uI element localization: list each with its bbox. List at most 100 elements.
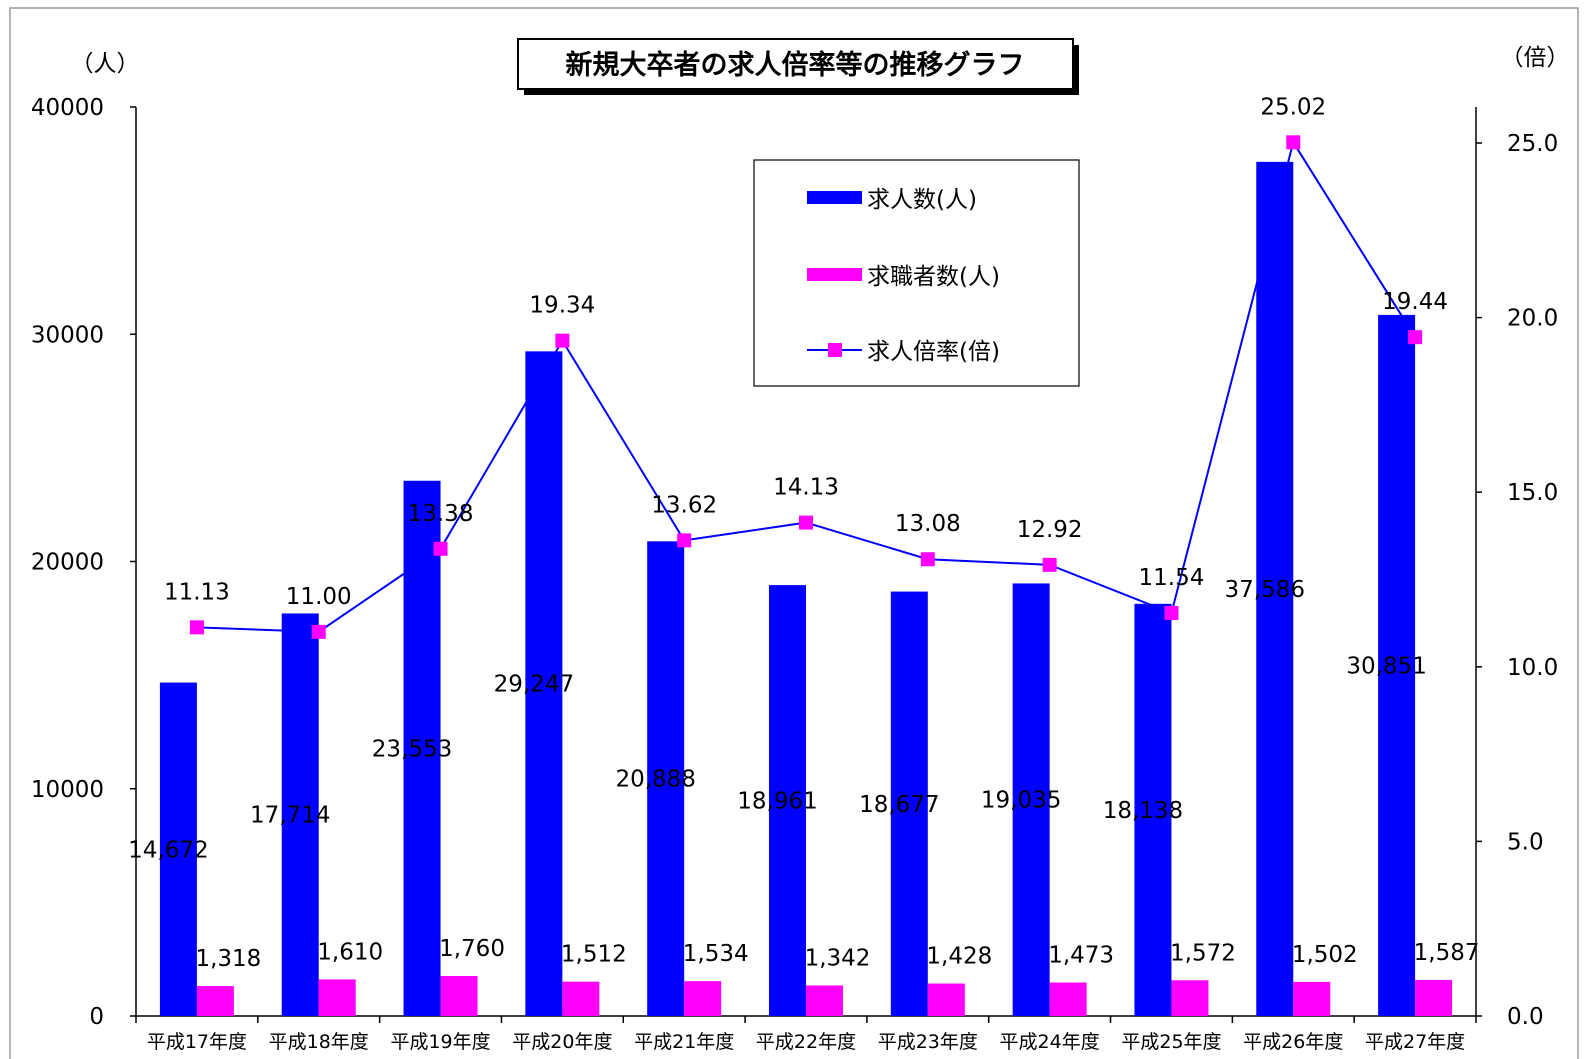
label-job-ratio: 11.13	[164, 579, 230, 605]
label-job-seekers: 1,534	[683, 941, 749, 967]
y-left-tick-label: 0	[89, 1004, 104, 1030]
y-right-tick-label: 20.0	[1507, 306, 1558, 332]
bar-job-offers	[1012, 583, 1050, 1016]
label-job-seekers: 1,610	[317, 939, 383, 965]
label-job-ratio: 12.92	[1017, 517, 1083, 543]
marker-job-ratio	[677, 533, 692, 548]
label-job-offers: 19,035	[981, 788, 1061, 814]
label-job-seekers: 1,502	[1292, 942, 1358, 968]
label-job-ratio: 11.54	[1139, 565, 1205, 591]
x-tick-label: 平成26年度	[1243, 1031, 1343, 1053]
x-tick-label: 平成21年度	[634, 1031, 734, 1053]
label-job-offers: 18,677	[859, 792, 939, 818]
x-tick-label: 平成18年度	[269, 1031, 369, 1053]
label-job-offers: 29,247	[494, 672, 574, 698]
data-labels: 14,672 1,318 11.13 17,714 1,610 11.00 23,553 1,…	[128, 94, 1479, 972]
legend-label-job-ratio: 求人倍率(倍)	[867, 339, 1000, 365]
bar-job-seekers	[1415, 979, 1453, 1016]
bar-job-offers	[159, 682, 197, 1016]
bar-job-seekers	[440, 976, 478, 1016]
label-job-ratio: 25.02	[1260, 94, 1326, 120]
marker-job-ratio	[1286, 135, 1301, 150]
y-right-tick-label: 25.0	[1507, 131, 1558, 157]
x-tick-label: 平成19年度	[390, 1031, 490, 1053]
y-right-ticks: 0.0 5.0 10.0 15.0 20.0 25.0	[1476, 131, 1558, 1030]
label-job-offers: 20,888	[615, 767, 695, 793]
bar-job-seekers	[1171, 980, 1209, 1016]
legend-label-job-seekers: 求職者数(人)	[867, 264, 1000, 290]
label-job-ratio: 13.08	[895, 511, 961, 537]
bar-job-seekers	[318, 979, 356, 1016]
legend-swatch-job-offers	[807, 191, 862, 204]
label-job-seekers: 1,760	[439, 936, 505, 962]
marker-job-ratio	[189, 620, 204, 635]
x-tick-label: 平成25年度	[1121, 1031, 1221, 1053]
label-job-seekers: 1,473	[1048, 943, 1114, 969]
label-job-ratio: 19.34	[529, 293, 595, 319]
x-tick-label: 平成20年度	[512, 1031, 612, 1053]
x-tick-label: 平成27年度	[1365, 1031, 1465, 1053]
y-right-tick-label: 0.0	[1507, 1004, 1544, 1030]
marker-job-ratio	[1408, 330, 1423, 345]
label-job-seekers: 1,318	[195, 946, 261, 972]
label-job-seekers: 1,342	[805, 946, 871, 972]
x-ticks: 平成17年度 平成18年度 平成19年度 平成20年度 平成21年度 平成22年度 平成23…	[135, 1016, 1477, 1053]
label-job-offers: 23,553	[372, 736, 452, 762]
bar-job-seekers	[1293, 981, 1331, 1016]
label-job-offers: 18,138	[1103, 798, 1183, 824]
y-left-tick-label: 40000	[31, 95, 104, 121]
bar-job-offers	[1256, 161, 1294, 1016]
bar-job-offers	[1378, 314, 1416, 1016]
legend-label-job-offers: 求人数(人)	[867, 187, 977, 213]
y-right-tick-label: 5.0	[1507, 829, 1544, 855]
label-job-ratio: 13.62	[651, 492, 717, 518]
bar-job-offers	[1134, 603, 1172, 1016]
bar-job-seekers	[684, 981, 722, 1016]
label-job-seekers: 1,587	[1414, 940, 1480, 966]
x-tick-label: 平成17年度	[147, 1031, 247, 1053]
label-job-ratio: 11.00	[286, 584, 352, 610]
y-left-tick-label: 30000	[31, 322, 104, 348]
title-box	[517, 38, 1074, 90]
label-job-seekers: 1,428	[926, 944, 992, 970]
y-left-tick-label: 10000	[31, 777, 104, 803]
x-tick-label: 平成23年度	[878, 1031, 978, 1053]
series-job-seekers	[196, 976, 1453, 1016]
label-job-ratio: 13.38	[408, 501, 474, 527]
legend-swatch-job-seekers	[807, 268, 862, 281]
bar-job-offers	[281, 613, 319, 1016]
bar-job-offers	[890, 591, 928, 1016]
label-job-offers: 17,714	[250, 803, 330, 829]
marker-job-ratio	[1164, 606, 1179, 621]
bar-job-offers	[769, 585, 806, 1016]
chart-title: 新規大卒者の求人倍率等の推移グラフ	[566, 49, 1025, 81]
label-job-offers: 18,961	[737, 789, 817, 815]
bar-job-seekers	[196, 986, 234, 1016]
bar-job-seekers	[927, 983, 965, 1016]
bar-job-seekers	[806, 985, 843, 1016]
series-job-offers	[159, 161, 1416, 1017]
y-right-tick-label: 15.0	[1507, 480, 1558, 506]
label-job-ratio: 19.44	[1382, 289, 1448, 315]
y-right-tick-label: 10.0	[1507, 655, 1558, 681]
y-right-unit: （倍）	[1501, 45, 1570, 71]
label-job-seekers: 1,572	[1170, 940, 1236, 966]
y-left-tick-label: 20000	[31, 550, 104, 576]
y-left-ticks: 0 10000 20000 30000 40000	[31, 95, 136, 1030]
y-left-unit: （人）	[71, 51, 140, 77]
x-tick-label: 平成24年度	[1000, 1031, 1100, 1053]
marker-job-ratio	[311, 624, 326, 639]
bar-job-seekers	[1049, 982, 1087, 1016]
marker-job-ratio	[920, 552, 935, 567]
bar-job-offers	[525, 351, 563, 1016]
series-job-ratio	[189, 135, 1423, 639]
label-job-ratio: 14.13	[773, 475, 839, 501]
label-job-offers: 14,672	[128, 837, 208, 863]
bar-job-offers	[647, 541, 685, 1016]
marker-job-ratio	[1042, 557, 1057, 572]
x-tick-label: 平成22年度	[756, 1031, 856, 1053]
marker-job-ratio	[555, 333, 570, 348]
legend-marker-job-ratio	[828, 343, 842, 357]
label-job-offers: 37,586	[1225, 577, 1305, 603]
